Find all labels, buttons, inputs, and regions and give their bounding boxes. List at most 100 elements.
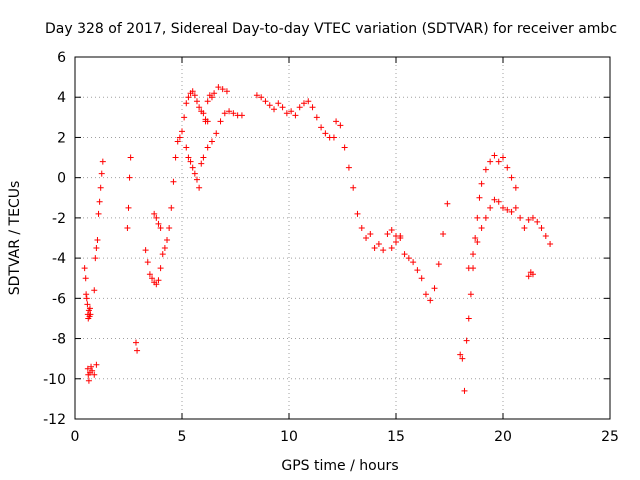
data-point xyxy=(226,108,233,115)
data-point xyxy=(482,166,489,173)
data-point xyxy=(393,239,399,246)
y-tick-label: -4 xyxy=(52,251,66,267)
data-point xyxy=(238,112,245,119)
data-point xyxy=(213,130,220,137)
data-point xyxy=(467,291,474,298)
data-point xyxy=(491,152,498,159)
data-point xyxy=(534,218,541,225)
data-point xyxy=(401,251,408,258)
data-point xyxy=(204,98,211,105)
data-point xyxy=(525,216,532,223)
data-point xyxy=(211,90,218,97)
y-tick-label: 2 xyxy=(57,130,66,146)
plot-frame xyxy=(74,56,611,420)
data-point xyxy=(262,98,269,105)
data-point xyxy=(476,194,483,201)
data-point xyxy=(166,224,173,231)
data-point xyxy=(142,247,149,254)
data-point xyxy=(345,164,352,171)
data-point xyxy=(292,112,299,119)
data-point xyxy=(341,144,348,151)
data-point xyxy=(542,232,549,239)
y-axis-label: SDTVAR / TECUs xyxy=(7,181,23,296)
data-point xyxy=(350,184,357,191)
data-point xyxy=(196,104,203,111)
data-point xyxy=(414,267,421,274)
data-point xyxy=(388,226,395,233)
data-point xyxy=(457,351,464,358)
data-point xyxy=(124,224,131,231)
x-axis-label: GPS time / hours xyxy=(281,458,398,474)
data-point xyxy=(161,245,168,252)
x-axis-ticks: 0 5 10 15 20 25 xyxy=(71,57,619,445)
data-point xyxy=(358,224,365,231)
x-tick-label: 10 xyxy=(280,429,298,445)
data-point xyxy=(179,128,185,135)
data-point xyxy=(208,138,215,145)
data-point xyxy=(459,355,466,362)
data-point xyxy=(91,287,98,294)
data-point xyxy=(172,154,179,161)
data-point xyxy=(189,88,196,95)
data-point xyxy=(380,247,387,254)
data-point xyxy=(98,170,105,177)
y-tick-label: -8 xyxy=(52,332,66,348)
data-point xyxy=(363,235,370,241)
data-point xyxy=(153,281,160,288)
data-point xyxy=(187,158,194,165)
data-point xyxy=(155,220,162,227)
data-point xyxy=(191,170,198,177)
data-point xyxy=(189,164,196,171)
data-point xyxy=(191,92,198,99)
data-point xyxy=(84,365,91,372)
data-point xyxy=(219,86,226,93)
data-point xyxy=(208,94,215,101)
data-point xyxy=(478,180,485,187)
data-point xyxy=(95,210,102,217)
data-point xyxy=(508,174,515,181)
data-point xyxy=(547,241,554,248)
data-point xyxy=(92,255,99,262)
data-point xyxy=(500,204,506,211)
data-point xyxy=(279,104,286,111)
data-point xyxy=(89,367,96,374)
data-point xyxy=(164,237,171,244)
data-point xyxy=(504,206,511,213)
data-point xyxy=(196,184,203,191)
y-tick-label: -6 xyxy=(52,291,66,307)
data-point xyxy=(93,245,100,252)
data-point xyxy=(422,291,429,298)
data-point xyxy=(288,108,295,115)
y-tick-label: 6 xyxy=(57,50,66,66)
data-point xyxy=(375,241,382,248)
data-point xyxy=(217,118,224,125)
data-point xyxy=(322,130,329,137)
data-point xyxy=(461,387,468,394)
data-point xyxy=(337,122,344,129)
data-point xyxy=(512,184,519,191)
x-tick-label: 15 xyxy=(387,429,405,445)
data-point xyxy=(405,255,412,262)
data-point xyxy=(157,265,164,272)
data-point xyxy=(427,297,434,304)
data-point xyxy=(204,144,211,151)
data-point xyxy=(529,271,536,278)
data-point xyxy=(482,214,489,221)
data-point xyxy=(354,210,361,217)
data-point xyxy=(83,291,90,298)
data-point xyxy=(174,138,181,145)
data-point xyxy=(96,198,103,205)
data-point xyxy=(149,275,156,282)
data-point xyxy=(200,154,207,161)
data-point xyxy=(517,214,524,221)
data-point xyxy=(388,245,395,252)
data-point xyxy=(93,361,100,368)
y-tick-label: 4 xyxy=(57,90,66,106)
data-point xyxy=(529,214,536,221)
data-point xyxy=(512,204,519,211)
data-point xyxy=(153,214,160,221)
data-point xyxy=(230,110,237,117)
y-tick-label: 0 xyxy=(57,171,66,187)
data-point xyxy=(168,204,175,211)
